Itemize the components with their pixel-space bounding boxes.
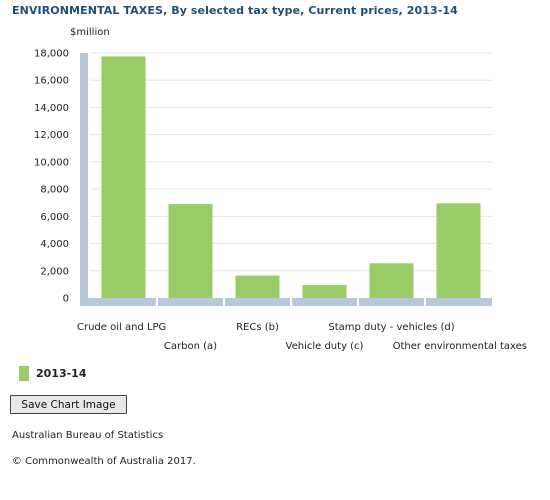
x-tick-label: Carbon (a) <box>164 341 217 352</box>
y-tick-label: 8,000 <box>40 185 69 196</box>
x-tick-label: Other environmental taxes <box>393 341 527 352</box>
y-tick-label: 4,000 <box>40 239 69 250</box>
bar <box>168 204 213 298</box>
legend-label: 2013-14 <box>36 367 87 380</box>
x-tick-label: RECs (b) <box>236 322 279 333</box>
x-tick-label: Crude oil and LPG <box>77 322 166 333</box>
y-tick-label: 10,000 <box>34 157 69 168</box>
legend-swatch <box>19 366 29 381</box>
y-axis-bar <box>80 53 88 306</box>
bar <box>436 203 481 298</box>
y-axis-unit-label: $million <box>70 27 110 38</box>
bar <box>235 275 280 298</box>
y-tick-label: 2,000 <box>40 266 69 277</box>
save-chart-image-button[interactable]: Save Chart Image <box>10 395 127 414</box>
y-tick-label: 6,000 <box>40 212 69 223</box>
copyright-text: © Commonwealth of Australia 2017. <box>12 456 196 467</box>
y-tick-label: 16,000 <box>34 76 69 87</box>
bar-chart: 0 2,000 4,000 6,000 8,000 10,000 12,000 14,000 1… <box>34 49 527 353</box>
y-tick-label: 18,000 <box>34 49 69 60</box>
bar <box>302 285 347 298</box>
y-tick-label: 0 <box>63 294 69 305</box>
x-tick-label: Vehicle duty (c) <box>286 341 364 352</box>
bar <box>101 56 146 299</box>
x-axis-base <box>80 298 492 306</box>
chart-legend: 2013-14 <box>19 366 87 381</box>
x-tick-label: Stamp duty - vehicles (d) <box>328 322 454 333</box>
bar <box>369 263 414 298</box>
source-text: Australian Bureau of Statistics <box>12 430 164 441</box>
chart-title: ENVIRONMENTAL TAXES, By selected tax typ… <box>12 4 458 17</box>
y-tick-label: 14,000 <box>34 103 69 114</box>
y-tick-label: 12,000 <box>34 130 69 141</box>
